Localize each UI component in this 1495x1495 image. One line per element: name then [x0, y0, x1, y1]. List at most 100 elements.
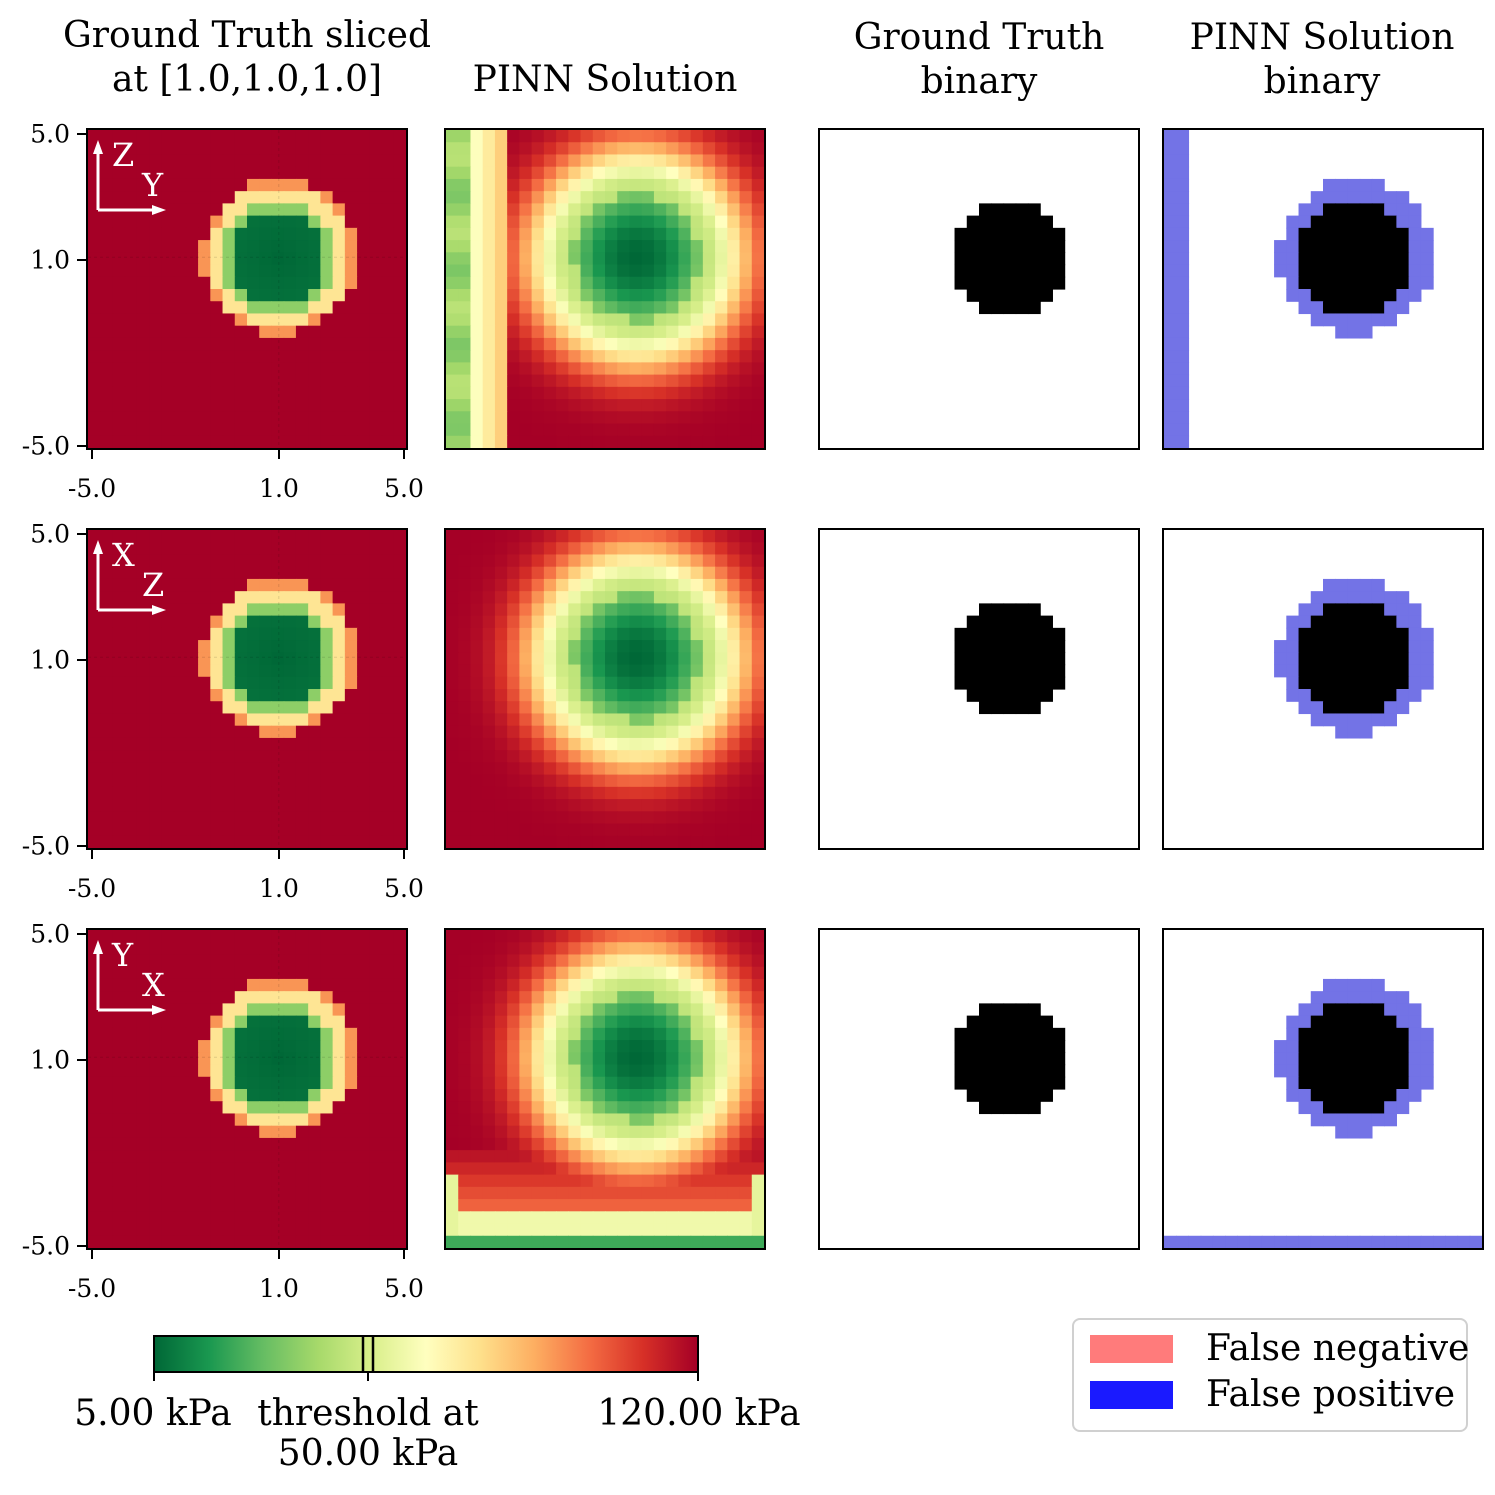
binary-cell: [966, 1089, 980, 1102]
heatmap-cell: [653, 362, 667, 376]
binary-cell: [1003, 1089, 1017, 1102]
heatmap-cell: [393, 276, 406, 290]
binary-cell: [1052, 676, 1066, 690]
heatmap-cell: [482, 411, 496, 425]
heatmap-cell: [210, 130, 224, 143]
heatmap-cell: [112, 799, 126, 812]
false-positive-cell: [1176, 337, 1190, 351]
heatmap-cell: [727, 423, 741, 437]
heatmap-cell: [751, 578, 764, 592]
heatmap-cell: [519, 337, 533, 351]
heatmap-cell: [605, 1125, 618, 1139]
heatmap-cell: [543, 1015, 557, 1029]
heatmap-cell: [234, 689, 248, 702]
false-positive-cell: [1286, 1015, 1300, 1029]
heatmap-cell: [247, 1076, 260, 1090]
heatmap-cell: [173, 166, 187, 180]
heatmap-cell: [198, 1101, 211, 1115]
heatmap-cell: [641, 227, 655, 241]
binary-cell: [954, 652, 968, 666]
heatmap-cell: [88, 1089, 101, 1102]
heatmap-cell: [702, 954, 716, 968]
heatmap-cell: [653, 423, 667, 437]
heatmap-cell: [482, 991, 496, 1004]
heatmap-cell: [136, 591, 150, 604]
binary-cell: [1298, 627, 1312, 641]
heatmap-cell: [482, 362, 496, 376]
heatmap-cell: [381, 1064, 395, 1078]
heatmap-cell: [446, 178, 459, 192]
heatmap-cell: [222, 664, 236, 678]
heatmap-cell: [185, 664, 199, 678]
binary-cell: [1347, 689, 1361, 702]
heatmap-cell: [592, 411, 606, 425]
heatmap-cell: [381, 1101, 395, 1115]
heatmap-cell: [446, 386, 459, 400]
heatmap-cell: [136, 301, 150, 315]
heatmap-cell: [666, 823, 679, 837]
binary-cell: [1310, 664, 1324, 678]
heatmap-cell: [247, 252, 260, 266]
heatmap-cell: [185, 978, 199, 992]
heatmap-cell: [185, 1125, 199, 1139]
heatmap-cell: [381, 227, 395, 241]
heatmap-cell: [283, 252, 297, 266]
heatmap-cell: [507, 399, 520, 412]
heatmap-cell: [458, 811, 472, 825]
heatmap-cell: [605, 1113, 618, 1127]
heatmap-cell: [271, 1223, 285, 1237]
heatmap-cell: [507, 799, 520, 812]
false-positive-cell: [1200, 1235, 1214, 1248]
false-positive-cell: [1347, 1235, 1361, 1248]
binary-cell: [1371, 1064, 1385, 1078]
heatmap-cell: [592, 178, 606, 192]
heatmap-cell: [283, 689, 297, 702]
heatmap-cell: [381, 1089, 395, 1102]
heatmap-cell: [369, 566, 383, 580]
heatmap-cell: [458, 276, 472, 290]
heatmap-cell: [198, 811, 211, 825]
heatmap-cell: [702, 240, 716, 253]
heatmap-cell: [678, 276, 692, 290]
heatmap-cell: [458, 313, 472, 327]
binary-cell: [1027, 1027, 1041, 1041]
heatmap-cell: [543, 130, 557, 143]
heatmap-cell: [605, 1089, 618, 1102]
heatmap-cell: [234, 676, 248, 690]
heatmap-cell: [283, 1089, 297, 1102]
heatmap-cell: [446, 664, 459, 678]
heatmap-cell: [369, 942, 383, 956]
heatmap-cell: [198, 1089, 211, 1102]
heatmap-cell: [568, 627, 582, 641]
heatmap-cell: [381, 276, 395, 290]
heatmap-cell: [751, 313, 764, 327]
heatmap-cell: [568, 566, 582, 580]
binary-cell: [1335, 227, 1349, 241]
false-positive-cell: [1445, 1235, 1459, 1248]
heatmap-cell: [283, 942, 297, 956]
heatmap-cell: [690, 1101, 704, 1115]
heatmap-cell: [556, 835, 569, 848]
heatmap-cell: [666, 264, 679, 278]
heatmap-cell: [283, 399, 297, 412]
heatmap-cell: [295, 203, 309, 217]
heatmap-cell: [556, 423, 569, 437]
colorbar-threshold-line2: 50.00 kPa: [277, 1433, 459, 1474]
heatmap-cell: [531, 1150, 545, 1163]
heatmap-cell: [629, 435, 643, 448]
heatmap-cell: [247, 227, 260, 241]
heatmap-cell: [494, 191, 508, 204]
binary-cell: [1298, 640, 1312, 653]
heatmap-cell: [715, 835, 728, 848]
heatmap-cell: [344, 399, 358, 412]
heatmap-cell: [470, 1186, 484, 1200]
heatmap-cell: [543, 1101, 557, 1115]
heatmap-cell: [507, 1211, 520, 1225]
heatmap-cell: [543, 142, 557, 156]
heatmap-cell: [727, 1064, 741, 1078]
heatmap-cell: [715, 191, 728, 204]
binary-cell: [954, 1027, 968, 1041]
heatmap-cell: [739, 1235, 753, 1248]
heatmap-cell: [494, 178, 508, 192]
false-positive-cell: [1371, 991, 1385, 1004]
